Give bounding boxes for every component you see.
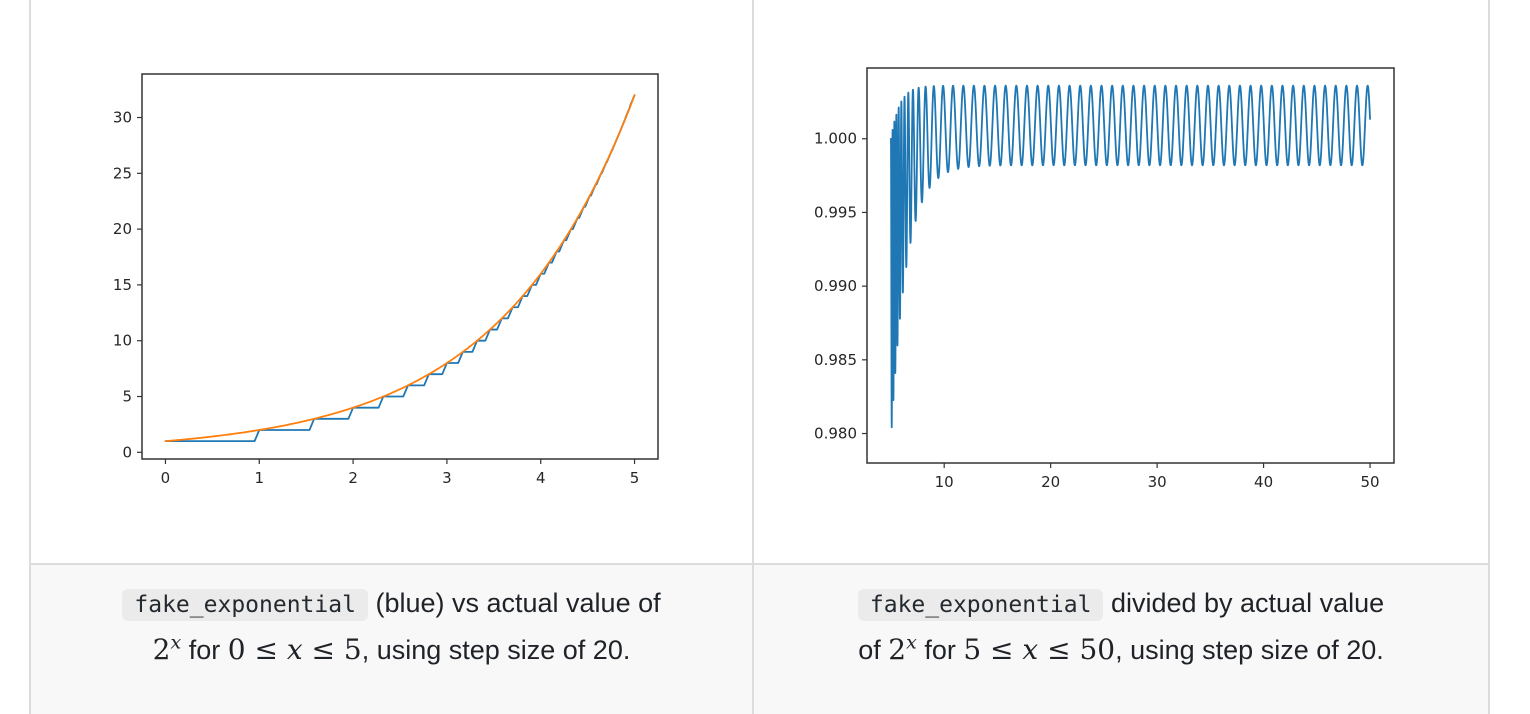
svg-text:0: 0 [122,443,132,461]
code-chip: fake_exponential [122,589,368,621]
svg-text:0.980: 0.980 [814,425,857,443]
right-chart-cell: 10 20 30 40 50 0.980 0.985 0.990 0.995 1.000 [754,0,1488,563]
right-chart-caption: fake_exponential divided by actual value… [857,588,1385,667]
code-chip: fake_exponential [857,589,1104,621]
math-expression: 5 ≤ x ≤ 50 [963,633,1116,667]
fake-exponential-vs-actual-chart: 0 1 2 3 4 5 0 5 10 15 20 25 30 [113,73,659,487]
math-expression: 2x [888,632,917,667]
svg-text:25: 25 [113,164,132,182]
svg-text:20: 20 [1041,473,1060,491]
svg-text:0.990: 0.990 [814,277,857,295]
math-expression: 2x [152,632,182,667]
svg-text:4: 4 [536,469,546,487]
svg-text:5: 5 [122,388,132,406]
table-border-left [29,0,31,714]
left-chart-caption: fake_exponential (blue) vs actual value … [122,581,661,674]
left-chart-cell: 0 1 2 3 4 5 0 5 10 15 20 25 30 [31,0,752,563]
svg-text:10: 10 [113,332,132,350]
svg-text:30: 30 [113,109,132,127]
svg-text:20: 20 [113,220,132,238]
svg-text:2: 2 [348,469,358,487]
svg-text:30: 30 [1148,473,1167,491]
left-caption-cell: fake_exponential (blue) vs actual value … [31,565,752,714]
svg-text:1.000: 1.000 [814,130,857,148]
svg-text:15: 15 [113,276,132,294]
svg-text:5: 5 [630,469,640,487]
svg-text:40: 40 [1254,473,1273,491]
svg-text:50: 50 [1360,473,1379,491]
math-expression: 0 ≤ x ≤ 5 [227,633,362,667]
svg-text:0.995: 0.995 [814,203,857,221]
svg-text:1: 1 [254,469,264,487]
svg-text:0.985: 0.985 [814,351,857,369]
svg-text:10: 10 [935,473,954,491]
svg-text:0: 0 [161,469,171,487]
fake-exponential-ratio-chart: 10 20 30 40 50 0.980 0.985 0.990 0.995 1.000 [814,67,1395,491]
table-border-middle [752,0,754,714]
table-border-caption-row [29,563,1489,565]
svg-text:3: 3 [442,469,452,487]
table-border-right [1488,0,1490,714]
right-caption-cell: fake_exponential divided by actual value… [754,565,1488,714]
